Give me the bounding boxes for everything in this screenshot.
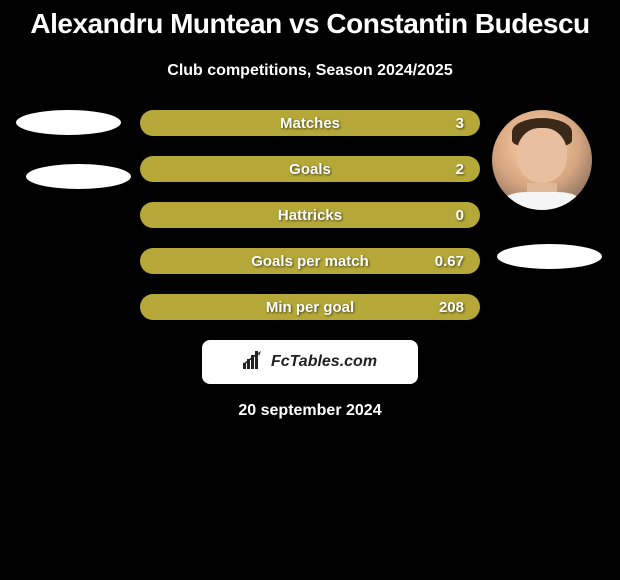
stat-value: 208 — [439, 299, 464, 316]
stat-label: Min per goal — [266, 299, 354, 316]
stat-value: 3 — [456, 115, 464, 132]
stat-row-min-per-goal: Min per goal 208 — [140, 294, 480, 320]
page-subtitle: Club competitions, Season 2024/2025 — [0, 62, 620, 80]
stat-label: Matches — [280, 115, 340, 132]
stats-bars: Matches 3 Goals 2 Hattricks 0 Goals per … — [140, 110, 480, 320]
stat-label: Goals — [289, 161, 331, 178]
stat-value: 2 — [456, 161, 464, 178]
stat-label: Goals per match — [251, 253, 369, 270]
player-right-avatar — [492, 110, 592, 210]
player-right-column — [492, 110, 592, 210]
placeholder-ellipse-right — [497, 244, 602, 269]
stat-value: 0.67 — [435, 253, 464, 270]
placeholder-ellipse-left-top — [16, 110, 121, 135]
page-title: Alexandru Muntean vs Constantin Budescu — [0, 0, 620, 40]
stat-row-goals-per-match: Goals per match 0.67 — [140, 248, 480, 274]
stat-value: 0 — [456, 207, 464, 224]
brand-text: FcTables.com — [271, 353, 377, 371]
bar-chart-icon — [243, 351, 265, 374]
brand-logo: FcTables.com — [243, 351, 377, 374]
stat-label: Hattricks — [278, 207, 342, 224]
stat-row-goals: Goals 2 — [140, 156, 480, 182]
stat-row-hattricks: Hattricks 0 — [140, 202, 480, 228]
placeholder-ellipse-left-bottom — [26, 164, 131, 189]
comparison-area: Matches 3 Goals 2 Hattricks 0 Goals per … — [0, 110, 620, 320]
stat-row-matches: Matches 3 — [140, 110, 480, 136]
brand-box: FcTables.com — [202, 340, 418, 384]
snapshot-date: 20 september 2024 — [0, 402, 620, 420]
